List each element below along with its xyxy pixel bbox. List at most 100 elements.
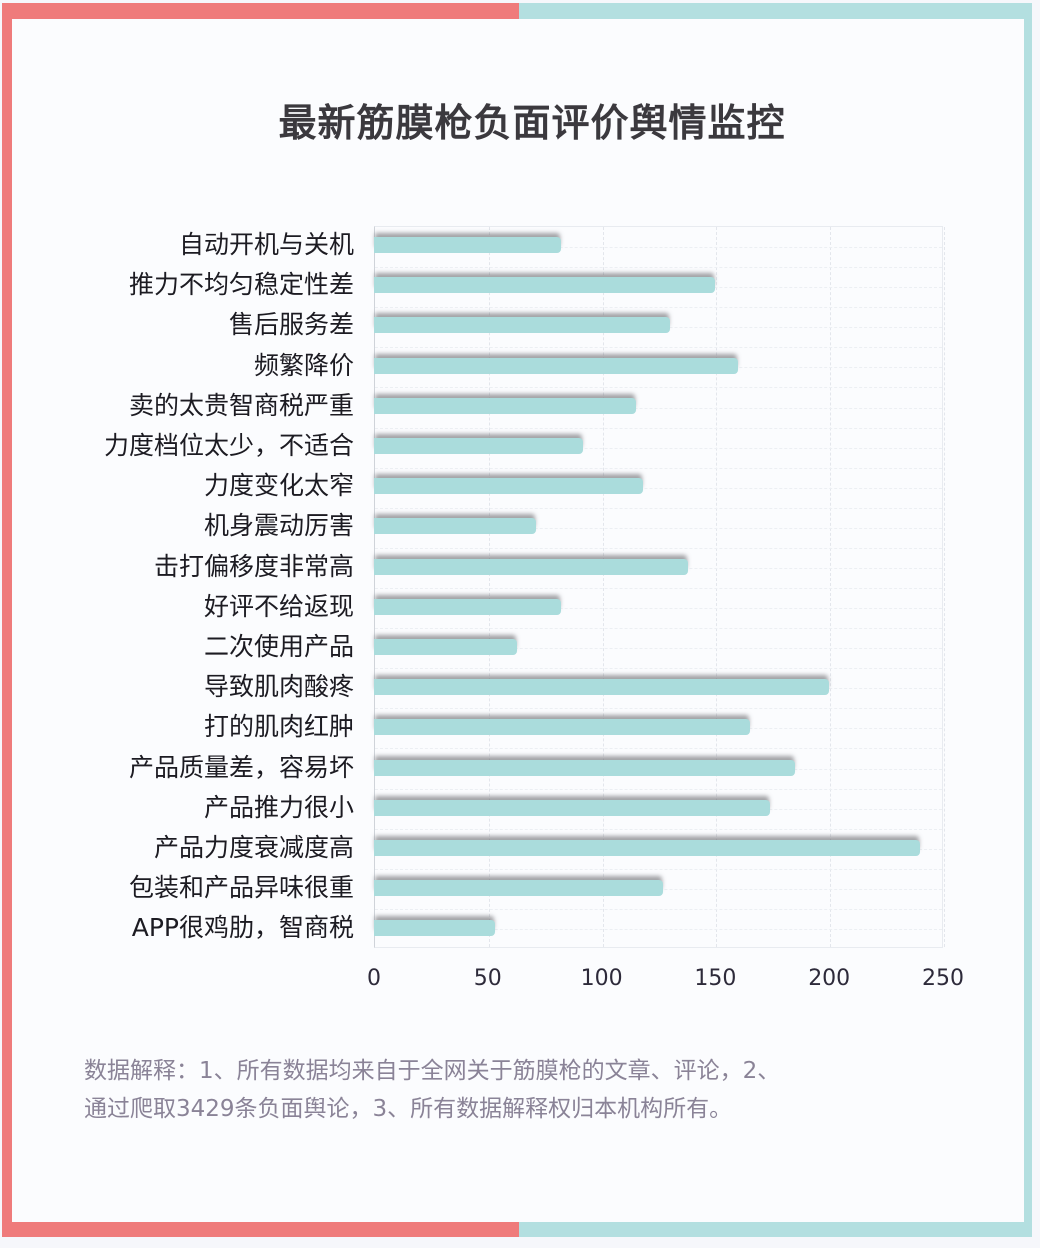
left-accent-border xyxy=(2,3,12,1237)
data-note-line-1: 数据解释：1、所有数据均来自于全网关于筋膜枪的文章、评论，2、 xyxy=(84,1058,781,1084)
x-tick-label: 0 xyxy=(367,966,381,991)
grid-line-horizontal xyxy=(375,427,942,429)
category-label: 推力不均匀稳定性差 xyxy=(128,270,354,300)
bar-row: 打的肌肉红肿 xyxy=(0,707,1040,747)
category-label: 导致肌肉酸疼 xyxy=(203,672,354,702)
bar-row: 产品质量差，容易坏 xyxy=(0,748,1040,788)
bar-row: 产品力度衰减度高 xyxy=(0,828,1040,868)
bar xyxy=(374,759,796,776)
chart-panel xyxy=(12,19,1024,1222)
category-label: 售后服务差 xyxy=(228,310,354,340)
grid-line-horizontal xyxy=(375,267,942,269)
grid-line-horizontal xyxy=(375,668,942,670)
grid-line-vertical xyxy=(830,227,832,947)
grid-line-horizontal xyxy=(375,347,942,349)
x-tick-label: 50 xyxy=(473,966,502,991)
x-tick-label: 100 xyxy=(580,966,623,991)
bar xyxy=(374,558,689,575)
bar xyxy=(374,277,716,294)
grid-line-horizontal xyxy=(375,828,942,830)
top-accent-pink xyxy=(2,3,519,19)
category-label: 机身震动厉害 xyxy=(203,511,354,541)
grid-line-vertical xyxy=(602,227,604,947)
bar xyxy=(374,397,636,414)
grid-line-horizontal xyxy=(375,788,942,790)
bar xyxy=(374,799,771,816)
category-label: 力度档位太少，不适合 xyxy=(103,431,354,460)
bar-row: 力度档位太少，不适合 xyxy=(0,426,1040,466)
right-accent-border xyxy=(1024,3,1032,1237)
bar xyxy=(374,478,643,495)
grid-line-horizontal xyxy=(375,467,942,469)
bar-row: 售后服务差 xyxy=(0,305,1040,345)
grid-line-horizontal xyxy=(375,908,942,910)
bar-row: 产品推力很小 xyxy=(0,788,1040,828)
bar-row: 二次使用产品 xyxy=(0,627,1040,667)
grid-line-horizontal xyxy=(375,547,942,549)
category-label: 力度变化太窄 xyxy=(203,471,354,501)
bar xyxy=(374,920,495,937)
bottom-accent-teal xyxy=(519,1222,1032,1237)
data-note: 数据解释：1、所有数据均来自于全网关于筋膜枪的文章、评论，2、 通过爬取3429… xyxy=(84,1052,984,1128)
bar xyxy=(374,719,750,736)
bar-row: 击打偏移度非常高 xyxy=(0,547,1040,587)
x-tick-label: 200 xyxy=(808,966,851,991)
grid-line-horizontal xyxy=(375,387,942,389)
bar-row: 频繁降价 xyxy=(0,346,1040,386)
grid-line-horizontal xyxy=(375,407,942,409)
grid-line-horizontal xyxy=(375,648,942,650)
bar xyxy=(374,357,739,374)
grid-line-vertical xyxy=(944,227,945,947)
grid-line-horizontal xyxy=(375,928,942,930)
bar-row: 卖的太贵智商税严重 xyxy=(0,386,1040,426)
grid-line-vertical xyxy=(488,227,490,947)
bottom-accent-pink xyxy=(2,1222,519,1237)
bar-row: 推力不均匀稳定性差 xyxy=(0,265,1040,305)
grid-line-horizontal xyxy=(375,507,942,509)
bar xyxy=(374,598,561,615)
category-label: 好评不给返现 xyxy=(203,591,354,621)
x-tick-label: 250 xyxy=(922,966,964,991)
category-label: 产品推力很小 xyxy=(203,792,354,822)
bar-row: APP很鸡肋，智商税 xyxy=(0,908,1040,948)
grid-line-horizontal xyxy=(375,628,942,630)
bar xyxy=(374,237,561,253)
category-label: 二次使用产品 xyxy=(203,632,354,661)
bar xyxy=(374,317,670,334)
bar xyxy=(374,438,584,454)
grid-line-horizontal xyxy=(375,447,942,449)
grid-line-horizontal xyxy=(375,588,942,589)
grid-line-horizontal xyxy=(375,487,942,489)
grid-line-horizontal xyxy=(375,748,942,750)
category-label: APP很鸡肋，智商税 xyxy=(131,913,354,943)
category-label: 产品质量差，容易坏 xyxy=(128,752,354,782)
category-label: 产品力度衰减度高 xyxy=(153,833,354,862)
grid-line-horizontal xyxy=(375,608,942,610)
category-label: 打的肌肉红肿 xyxy=(203,712,354,742)
bar xyxy=(374,639,518,655)
category-label: 卖的太贵智商税严重 xyxy=(128,390,354,420)
bar-row: 包装和产品异味很重 xyxy=(0,868,1040,908)
bar-row: 力度变化太窄 xyxy=(0,466,1040,506)
bar xyxy=(374,880,664,897)
grid-line-horizontal xyxy=(375,247,942,249)
data-note-line-2: 通过爬取3429条负面舆论，3、所有数据解释权归本机构所有。 xyxy=(84,1096,733,1122)
bar xyxy=(374,840,921,856)
grid-line-horizontal xyxy=(375,708,942,710)
top-accent-teal xyxy=(519,3,1032,19)
bar-row: 自动开机与关机 xyxy=(0,225,1040,265)
bar-row: 导致肌肉酸疼 xyxy=(0,667,1040,707)
category-label: 击打偏移度非常高 xyxy=(153,551,354,581)
bar-row: 机身震动厉害 xyxy=(0,506,1040,546)
grid-line-horizontal xyxy=(375,527,942,529)
bar xyxy=(374,518,536,535)
chart-title: 最新筋膜枪负面评价舆情监控 xyxy=(278,101,786,145)
category-label: 包装和产品异味很重 xyxy=(128,873,354,903)
grid-line-vertical xyxy=(716,227,718,947)
grid-line-horizontal xyxy=(375,307,942,309)
category-label: 频繁降价 xyxy=(253,350,354,380)
category-label: 自动开机与关机 xyxy=(178,230,354,259)
grid-line-horizontal xyxy=(375,868,942,870)
bar xyxy=(374,679,830,696)
